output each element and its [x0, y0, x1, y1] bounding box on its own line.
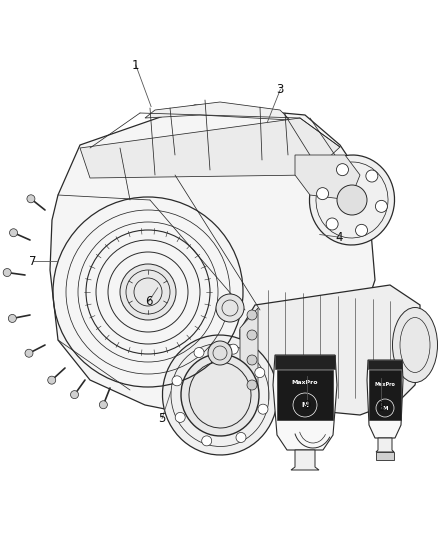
Text: 6: 6 [145, 295, 153, 308]
Circle shape [337, 185, 367, 215]
Circle shape [317, 188, 328, 200]
Polygon shape [277, 370, 333, 420]
Circle shape [258, 404, 268, 414]
Circle shape [228, 344, 238, 354]
Polygon shape [376, 438, 394, 452]
Circle shape [120, 264, 176, 320]
Circle shape [71, 391, 78, 399]
Ellipse shape [392, 308, 438, 383]
Circle shape [247, 310, 257, 320]
Circle shape [247, 380, 257, 390]
Circle shape [194, 348, 204, 358]
Polygon shape [376, 452, 394, 460]
Ellipse shape [316, 162, 388, 238]
Ellipse shape [181, 354, 259, 436]
Ellipse shape [162, 335, 278, 455]
Circle shape [99, 401, 107, 409]
Circle shape [27, 195, 35, 203]
Polygon shape [273, 355, 337, 450]
Polygon shape [369, 370, 401, 420]
Text: M: M [382, 406, 388, 410]
Circle shape [236, 432, 246, 442]
Ellipse shape [171, 343, 269, 447]
Text: MaxPro: MaxPro [292, 381, 318, 385]
Ellipse shape [189, 362, 251, 428]
Circle shape [336, 164, 349, 176]
Circle shape [172, 376, 182, 386]
Circle shape [216, 294, 244, 322]
Text: 9: 9 [303, 399, 311, 411]
Circle shape [366, 170, 378, 182]
Circle shape [3, 269, 11, 277]
Circle shape [247, 330, 257, 340]
Ellipse shape [400, 318, 430, 373]
Text: 7: 7 [29, 255, 37, 268]
Text: 4: 4 [336, 231, 343, 244]
Circle shape [247, 355, 257, 365]
Circle shape [208, 341, 232, 365]
Text: 5: 5 [159, 412, 166, 425]
Circle shape [293, 393, 317, 417]
Polygon shape [80, 118, 340, 178]
Polygon shape [275, 355, 335, 369]
Polygon shape [291, 450, 319, 470]
Circle shape [8, 314, 16, 322]
Polygon shape [50, 105, 375, 415]
Polygon shape [145, 102, 290, 120]
Circle shape [375, 200, 387, 212]
Text: MaxPro: MaxPro [374, 383, 396, 387]
Ellipse shape [310, 155, 395, 245]
Circle shape [356, 224, 367, 236]
Circle shape [10, 229, 18, 237]
Text: 8: 8 [378, 401, 385, 414]
Circle shape [48, 376, 56, 384]
Text: 1: 1 [132, 59, 140, 71]
Text: M: M [301, 402, 308, 408]
Circle shape [326, 218, 338, 230]
Text: 3: 3 [277, 83, 284, 96]
Circle shape [202, 436, 212, 446]
Circle shape [376, 399, 394, 417]
Polygon shape [368, 360, 402, 369]
Circle shape [255, 368, 265, 377]
Circle shape [25, 349, 33, 357]
Circle shape [175, 413, 185, 422]
Polygon shape [240, 308, 258, 402]
Polygon shape [367, 360, 403, 438]
Polygon shape [295, 155, 360, 200]
Polygon shape [240, 285, 420, 415]
